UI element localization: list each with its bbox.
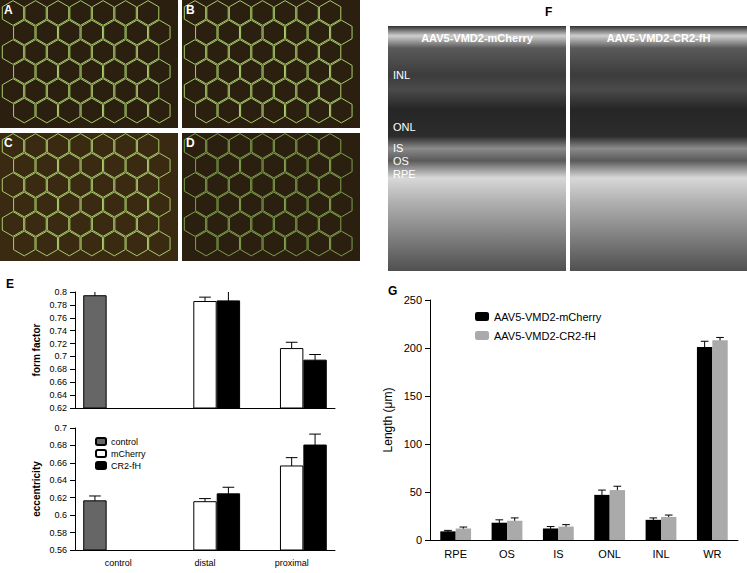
svg-text:0.8: 0.8 [54,287,67,297]
svg-text:100: 100 [404,438,422,450]
svg-text:E: E [6,277,14,291]
svg-text:150: 150 [404,390,422,402]
svg-text:IS: IS [553,548,563,560]
svg-text:AAV5-VMD2-mCherry: AAV5-VMD2-mCherry [494,311,602,323]
svg-text:0.74: 0.74 [49,326,67,336]
svg-text:AAV5-VMD2-CR2-fH: AAV5-VMD2-CR2-fH [607,32,711,44]
svg-text:0.64: 0.64 [49,390,67,400]
svg-text:0.62: 0.62 [49,403,67,413]
svg-text:AAV5-VMD2-mCherry: AAV5-VMD2-mCherry [421,32,534,44]
svg-text:Length (μm): Length (μm) [381,388,395,453]
svg-text:RPE: RPE [444,548,467,560]
svg-text:INL: INL [652,548,669,560]
svg-text:IS: IS [393,142,403,154]
svg-text:F: F [545,5,552,19]
svg-text:50: 50 [410,486,422,498]
svg-text:distal: distal [194,558,215,568]
svg-text:RPE: RPE [393,168,416,180]
svg-text:G: G [388,284,397,298]
svg-text:control: control [105,558,132,568]
svg-text:0.7: 0.7 [54,423,67,433]
svg-text:ONL: ONL [393,121,416,133]
svg-text:0.68: 0.68 [49,364,67,374]
svg-text:eccentricity: eccentricity [31,461,42,517]
svg-text:0.78: 0.78 [49,300,67,310]
svg-text:B: B [186,3,195,17]
svg-text:control: control [111,437,138,447]
svg-text:OS: OS [393,155,409,167]
svg-text:0: 0 [416,534,422,546]
svg-text:C: C [4,136,13,150]
svg-text:0.62: 0.62 [49,493,67,503]
svg-text:mCherry: mCherry [111,449,146,459]
svg-text:250: 250 [404,294,422,306]
svg-text:0.64: 0.64 [49,475,67,485]
svg-text:0.66: 0.66 [49,458,67,468]
svg-text:INL: INL [393,69,410,81]
svg-text:0.76: 0.76 [49,313,67,323]
svg-text:0.66: 0.66 [49,377,67,387]
svg-text:A: A [4,3,13,17]
svg-text:0.6: 0.6 [54,510,67,520]
svg-text:0.72: 0.72 [49,339,67,349]
svg-text:0.56: 0.56 [49,545,67,555]
svg-text:D: D [186,136,195,150]
svg-text:0.7: 0.7 [54,351,67,361]
svg-text:200: 200 [404,342,422,354]
svg-text:ONL: ONL [598,548,621,560]
svg-text:0.68: 0.68 [49,440,67,450]
svg-text:WR: WR [703,548,721,560]
svg-text:CR2-fH: CR2-fH [111,461,141,471]
svg-text:OS: OS [499,548,515,560]
svg-text:form factor: form factor [31,324,42,377]
svg-text:AAV5-VMD2-CR2-fH: AAV5-VMD2-CR2-fH [494,330,596,342]
svg-text:proximal: proximal [275,558,309,568]
svg-text:0.58: 0.58 [49,528,67,538]
